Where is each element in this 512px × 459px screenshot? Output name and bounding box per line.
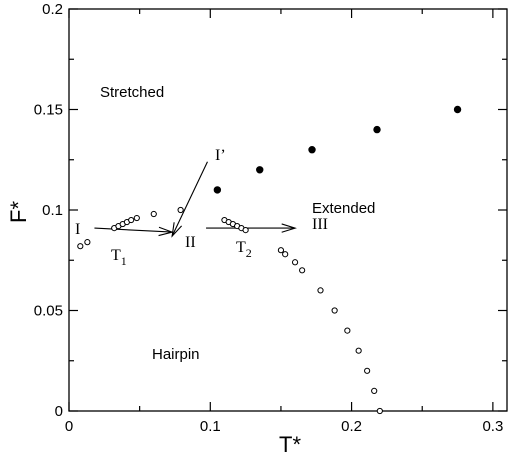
data-point-filled [453,105,462,114]
y-tick-label: 0.15 [34,102,63,119]
data-point-open [371,387,378,394]
data-point-open [331,307,338,314]
data-point-open [317,287,324,294]
data-point-open [84,239,91,246]
data-point-open [355,347,362,354]
y-tick-label: 0.2 [42,1,63,18]
annotation-arrows [94,161,297,238]
data-point-open [344,327,351,334]
x-tick-label: 0 [65,418,73,435]
data-point-filled [213,186,222,194]
axis-tick-labels: 0 0.1 0.2 0.3 0 0.05 0.1 0.15 0.2 [34,1,504,435]
annotation-T1-subscript: 1 [121,254,127,268]
annotation-T1-letter: T [111,247,121,264]
data-point-open [299,267,306,274]
y-tick-label: 0.1 [42,202,63,219]
y-tick-label: 0 [55,403,63,420]
data-point-filled [308,146,316,154]
annotation-hairpin: Hairpin [152,346,200,363]
annotation-T2-subscript: 2 [246,246,252,260]
axis-ticks [68,8,507,412]
data-point-open [242,227,249,234]
data-point-open [150,210,157,218]
arrow-head [158,226,175,237]
x-tick-label: 0.3 [482,418,503,435]
x-tick-label: 0.2 [341,418,362,435]
annotation-T2-letter: T [236,239,246,256]
data-point-filled [373,125,381,134]
y-tick-label: 0.05 [34,303,63,320]
annotation-II: II [185,234,196,251]
plot-area-frame [68,8,508,412]
annotation-T2: T2 [236,239,252,260]
data-point-open [277,247,285,254]
data-point-open [364,367,371,374]
data-point-open [177,206,184,214]
data-point-open [376,407,383,415]
data-point-open [282,251,289,258]
annotation-I: I [75,221,80,238]
data-point-open [128,216,135,224]
x-axis-title: T* [279,432,301,457]
data-point-open [291,259,299,266]
annotation-stretched: Stretched [100,84,164,101]
data-point-open [77,243,84,250]
y-axis-title: F* [6,201,31,223]
data-points [77,105,462,415]
arrow-shaft [171,161,208,237]
arrow-shaft [94,227,173,233]
annotation-extended: Extended [312,200,375,217]
annotation-I-prime: I’ [215,147,226,164]
arrow-head [171,222,183,238]
arrow-head [281,223,297,233]
annotation-T1: T1 [111,247,127,268]
annotation-III: III [312,216,328,233]
data-point-filled [256,166,264,174]
data-point-open [133,214,140,222]
x-tick-label: 0.1 [200,418,221,435]
